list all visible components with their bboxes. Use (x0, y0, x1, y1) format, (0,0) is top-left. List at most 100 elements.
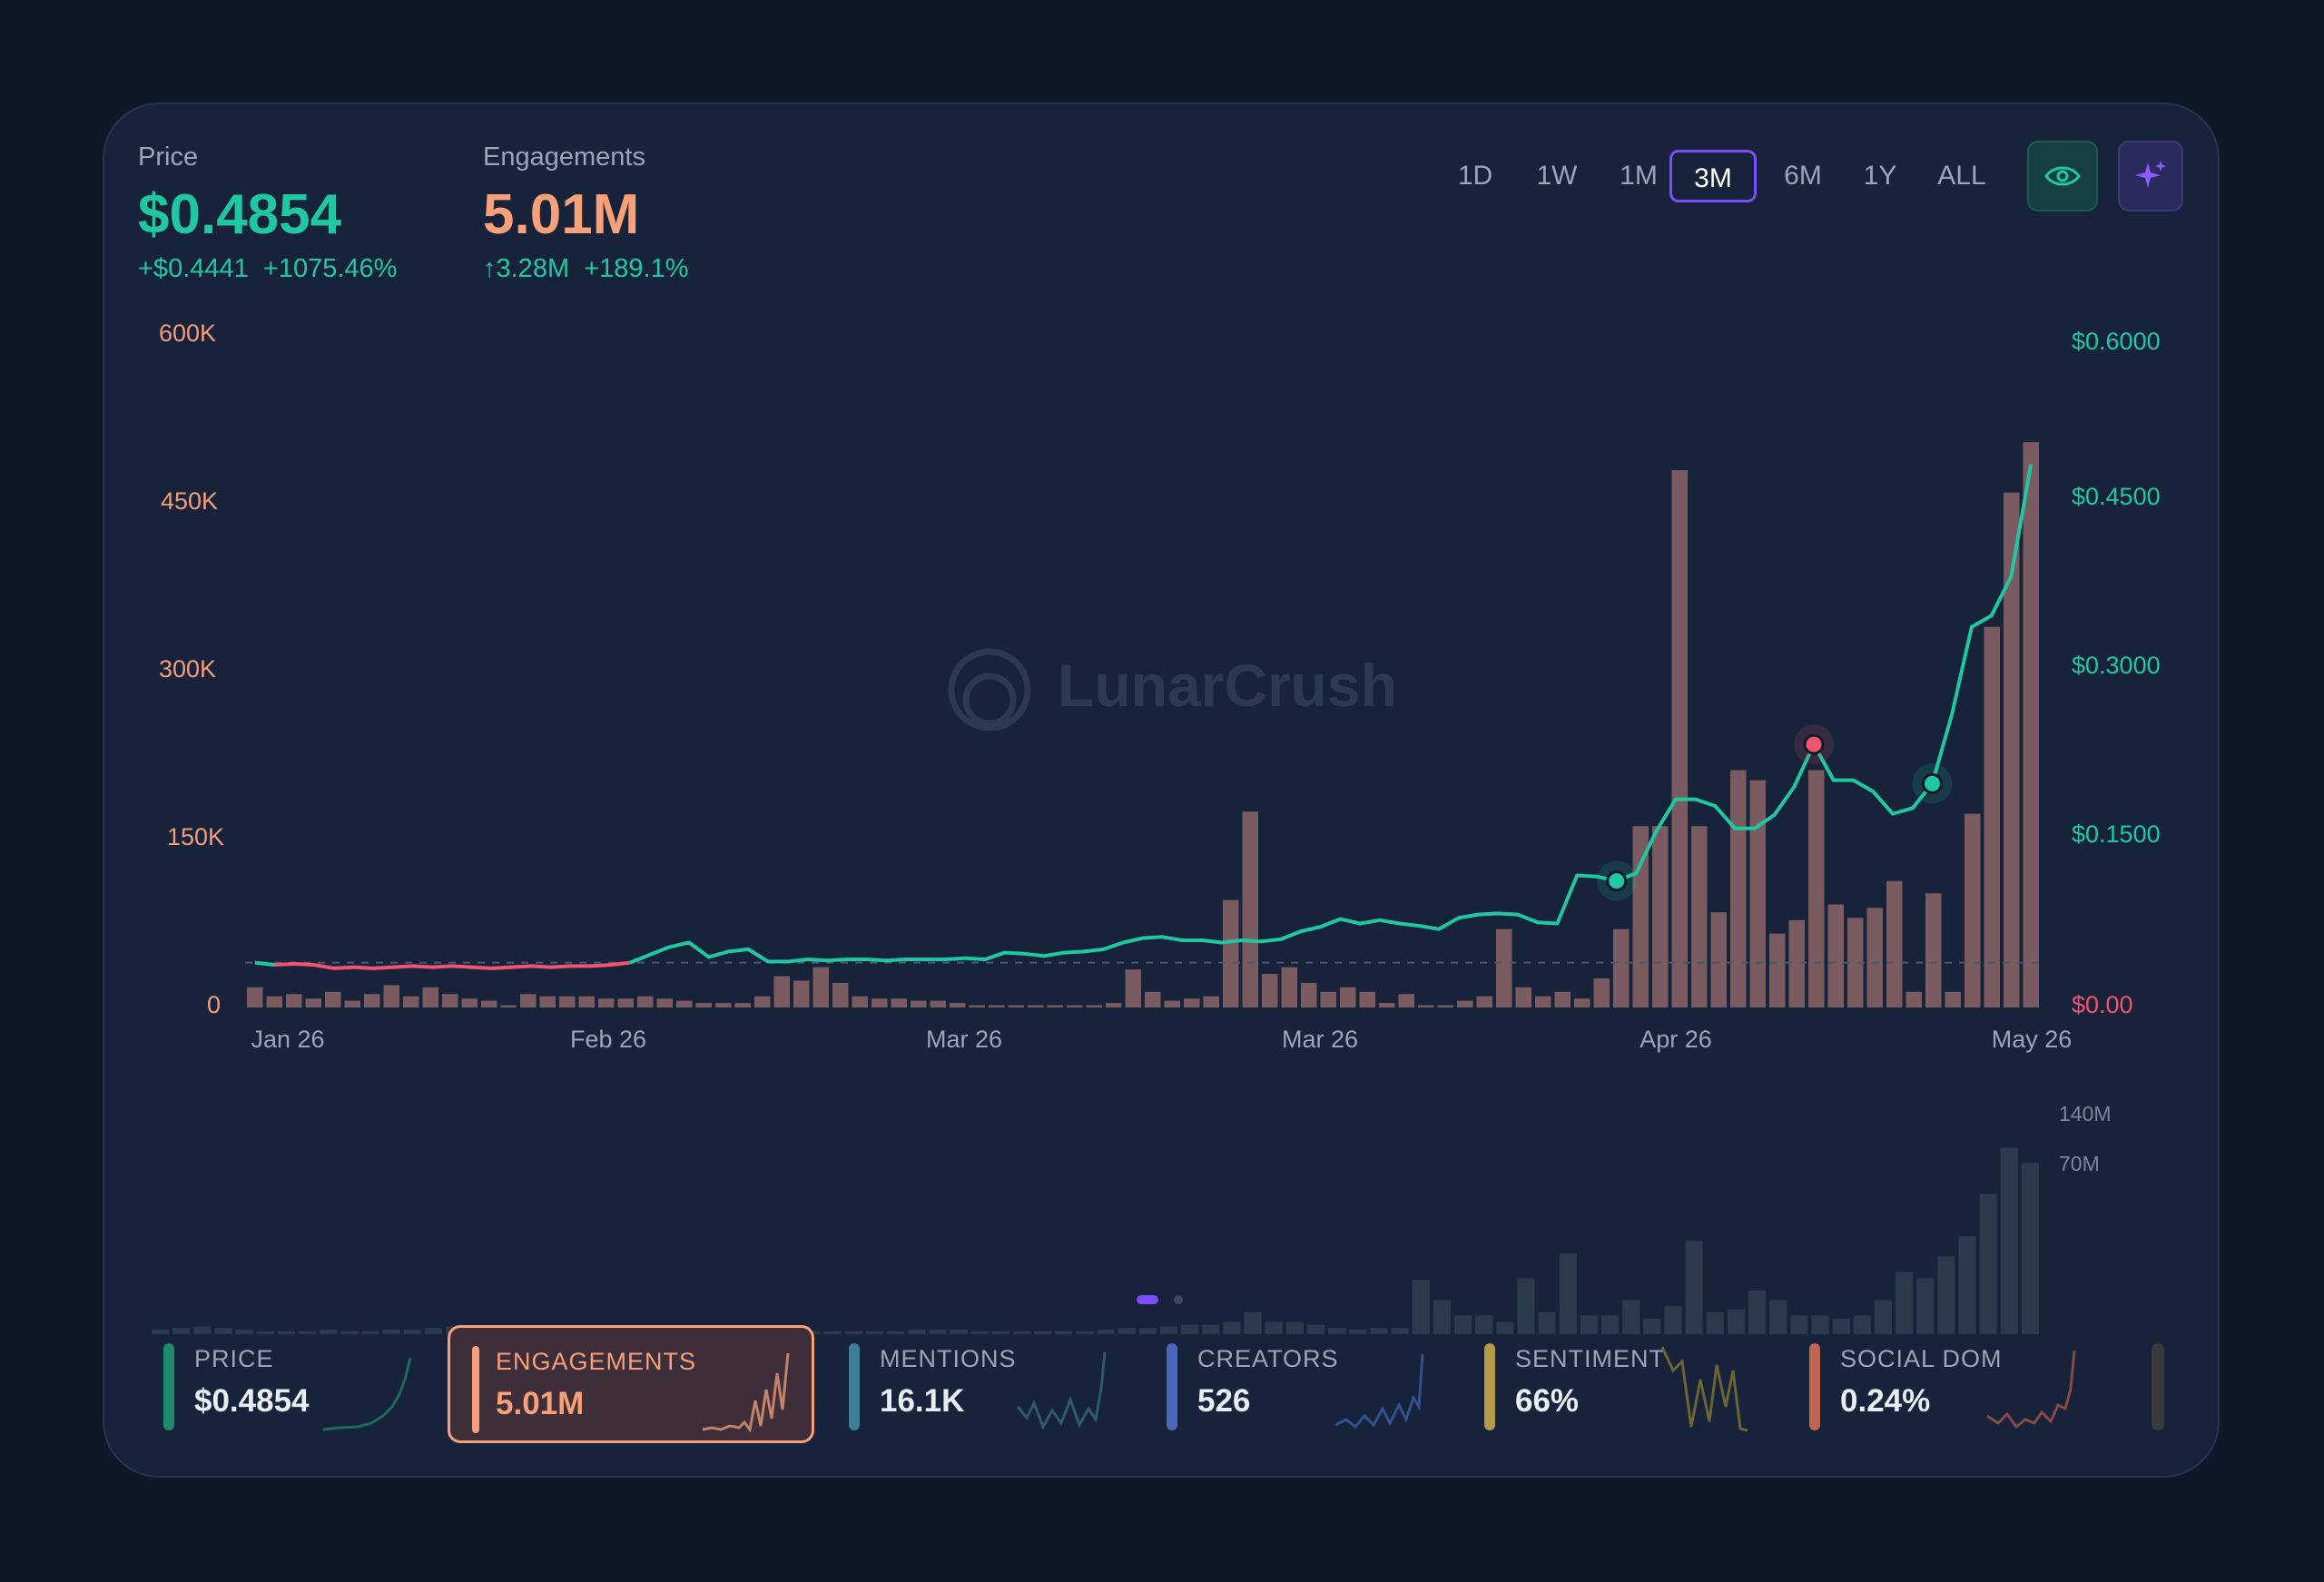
engagement-bar (266, 996, 282, 1007)
timeframe-1d[interactable]: 1D (1457, 161, 1493, 191)
volume-bar (1202, 1324, 1220, 1334)
metric-value: 526 (1197, 1383, 1251, 1419)
timeframe-all[interactable]: ALL (1937, 161, 1986, 191)
volume-tick: 70M (2059, 1152, 2100, 1175)
metric-color-bar (472, 1346, 479, 1433)
engagement-bar (1262, 974, 1278, 1007)
engagement-bar (1437, 1005, 1453, 1007)
y-tick-left: 300K (159, 655, 217, 683)
engagement-bar (481, 1000, 497, 1007)
engagement-bar (559, 996, 576, 1007)
volume-bar (320, 1329, 338, 1334)
volume-bar (1223, 1322, 1241, 1334)
engagement-bar (1145, 991, 1161, 1007)
metric-value: 0.24% (1840, 1383, 1931, 1419)
price-line (274, 960, 631, 970)
engagement-bar (734, 1003, 751, 1007)
engagement-bar (1301, 982, 1317, 1007)
pager-dot[interactable] (1174, 1295, 1183, 1304)
engagement-bar (1320, 991, 1336, 1007)
engagement-bar (1613, 929, 1630, 1007)
engagement-bar (1086, 1005, 1102, 1007)
metric-value: 5.01M (496, 1386, 585, 1421)
engagement-bar (1203, 996, 1219, 1007)
metric-tab-social-dom[interactable]: SOCIAL DOM 0.24% (1800, 1325, 2082, 1443)
metric-tab-engagements[interactable]: ENGAGEMENTS 5.01M (448, 1325, 814, 1443)
pager-dot-active[interactable] (1137, 1295, 1158, 1304)
engagement-bar (305, 998, 321, 1007)
engagement-bar (1476, 996, 1492, 1007)
engagement-bar (520, 994, 537, 1007)
volume-bar (1706, 1312, 1724, 1334)
volume-bar (1622, 1300, 1640, 1334)
volume-bar (193, 1326, 212, 1334)
sparkline (322, 1357, 412, 1431)
ai-insights-button[interactable] (2118, 141, 2183, 211)
engagement-bar (1749, 780, 1766, 1007)
price-marker[interactable] (1921, 772, 1943, 794)
volume-chart[interactable] (104, 1094, 2221, 1339)
engagement-bar (1671, 470, 1688, 1007)
metric-color-bar (849, 1343, 860, 1430)
engagement-bar (1535, 996, 1551, 1007)
main-chart[interactable] (104, 104, 2221, 1066)
volume-bar (424, 1328, 443, 1334)
engagement-bar (1808, 770, 1825, 1007)
engagement-bar (1379, 1003, 1395, 1007)
metric-tab-sentiment[interactable]: SENTIMENT 66% (1475, 1325, 1757, 1443)
volume-bar (1769, 1300, 1787, 1334)
volume-bar (1012, 1331, 1031, 1334)
y-tick-left: 600K (159, 319, 217, 347)
engagement-bar (500, 1005, 517, 1007)
engagement-bar (1281, 967, 1297, 1007)
engagements-label: Engagements (483, 142, 645, 172)
timeframe-1w[interactable]: 1W (1536, 161, 1578, 191)
metric-color-bar (1809, 1343, 1820, 1430)
engagement-bar (1652, 826, 1669, 1007)
metric-tab-mentions[interactable]: MENTIONS 16.1K (840, 1325, 1112, 1443)
volume-bar (991, 1331, 1009, 1334)
price-marker[interactable] (1606, 870, 1628, 892)
engagement-bar (1925, 893, 1942, 1007)
timeframe-1m[interactable]: 1M (1620, 161, 1658, 191)
metric-tab-more[interactable] (2152, 1343, 2164, 1430)
volume-bar (865, 1331, 884, 1334)
engagement-bar (1457, 1000, 1473, 1007)
engagement-bar (676, 1000, 693, 1007)
volume-bar (382, 1329, 400, 1334)
price-change-pct: +1075.46% (262, 254, 398, 283)
engagements-change-pct: +189.1% (584, 254, 689, 283)
engagement-bar (911, 1000, 927, 1007)
volume-bar (1853, 1315, 1871, 1334)
volume-bar (172, 1328, 191, 1334)
volume-bar (1979, 1194, 1997, 1334)
volume-bar (1370, 1328, 1388, 1334)
engagement-bar (1710, 912, 1727, 1007)
volume-bar (299, 1331, 317, 1334)
volume-bar (1181, 1324, 1199, 1334)
engagement-bar (1164, 1000, 1180, 1007)
volume-bar (929, 1329, 947, 1334)
engagement-bar (539, 996, 556, 1007)
metric-tab-creators[interactable]: CREATORS 526 (1157, 1325, 1430, 1443)
view-toggle-button[interactable] (2027, 141, 2098, 211)
price-marker[interactable] (1803, 733, 1825, 755)
volume-bar (1600, 1315, 1620, 1334)
volume-bar (1643, 1318, 1661, 1334)
engagement-bar (1418, 1005, 1434, 1007)
volume-bar (256, 1331, 274, 1334)
engagement-bar (1554, 991, 1571, 1007)
volume-bar (1496, 1322, 1514, 1334)
volume-bar (214, 1328, 232, 1334)
metric-value: $0.4854 (194, 1383, 310, 1419)
timeframe-3m[interactable]: 3M (1669, 150, 1757, 202)
engagement-bar (422, 987, 438, 1007)
timeframe-6m[interactable]: 6M (1784, 161, 1822, 191)
timeframe-1y[interactable]: 1Y (1863, 161, 1897, 191)
x-tick: Apr 26 (1640, 1026, 1712, 1053)
metric-tab-price[interactable]: PRICE $0.4854 (154, 1325, 418, 1443)
engagement-bar (812, 967, 829, 1007)
engagement-bar (1028, 1005, 1044, 1007)
x-tick: Mar 26 (1281, 1026, 1359, 1053)
sparkline (702, 1352, 790, 1433)
